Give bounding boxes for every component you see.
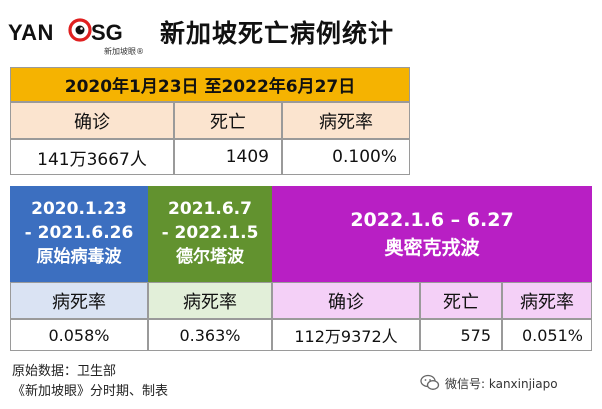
logo-text-yan: YAN bbox=[8, 20, 54, 45]
logo-subtitle: 新加坡眼® bbox=[104, 47, 144, 56]
wave-original-name: 原始病毒波 bbox=[36, 246, 122, 267]
wechat-watermark: 微信号: kanxinjiapo bbox=[420, 374, 558, 392]
value-fatality-rate: 0.100% bbox=[282, 139, 410, 175]
wave-original-block: 2020.1.23 - 2021.6.26 原始病毒波 bbox=[10, 186, 148, 282]
header-confirmed: 确诊 bbox=[10, 102, 174, 139]
original-header-rate: 病死率 bbox=[10, 282, 148, 319]
omicron-value-rate: 0.051% bbox=[502, 319, 592, 351]
data-source-note: 原始数据：卫生部 bbox=[12, 364, 117, 379]
original-value-rate: 0.058% bbox=[10, 319, 148, 351]
header-fatality-rate: 病死率 bbox=[282, 102, 410, 139]
wave-omicron-name: 奥密克戎波 bbox=[384, 237, 480, 259]
wave-original-end: - 2021.6.26 bbox=[24, 223, 134, 244]
omicron-value-confirmed: 112万9372人 bbox=[272, 319, 420, 351]
page-title: 新加坡死亡病例统计 bbox=[160, 19, 395, 48]
omicron-header-rate: 病死率 bbox=[502, 282, 592, 319]
wave-delta-end: - 2022.1.5 bbox=[161, 223, 259, 244]
wave-delta-start: 2021.6.7 bbox=[168, 199, 252, 220]
wechat-icon bbox=[420, 374, 440, 390]
logo-text-sg: SG bbox=[91, 20, 123, 45]
date-range-banner: 2020年1月23日 至2022年6月27日 bbox=[10, 67, 410, 102]
delta-value-rate: 0.363% bbox=[148, 319, 272, 351]
credit-note: 《新加坡眼》分时期、制表 bbox=[12, 384, 169, 399]
value-confirmed: 141万3667人 bbox=[10, 139, 174, 175]
header-deaths: 死亡 bbox=[174, 102, 282, 139]
logo: YAN SG 新加坡眼® bbox=[8, 14, 153, 56]
delta-header-rate: 病死率 bbox=[148, 282, 272, 319]
omicron-value-deaths: 575 bbox=[420, 319, 502, 351]
wechat-id: 微信号: kanxinjiapo bbox=[445, 376, 558, 391]
wave-omicron-dates: 2022.1.6 – 6.27 bbox=[350, 208, 514, 231]
logo-eye-icon bbox=[68, 18, 92, 42]
value-deaths: 1409 bbox=[174, 139, 282, 175]
wave-omicron-block: 2022.1.6 – 6.27 奥密克戎波 bbox=[272, 186, 592, 282]
wave-original-start: 2020.1.23 bbox=[31, 199, 127, 220]
omicron-header-confirmed: 确诊 bbox=[272, 282, 420, 319]
wave-delta-name: 德尔塔波 bbox=[176, 246, 244, 267]
wave-delta-block: 2021.6.7 - 2022.1.5 德尔塔波 bbox=[148, 186, 272, 282]
omicron-header-deaths: 死亡 bbox=[420, 282, 502, 319]
